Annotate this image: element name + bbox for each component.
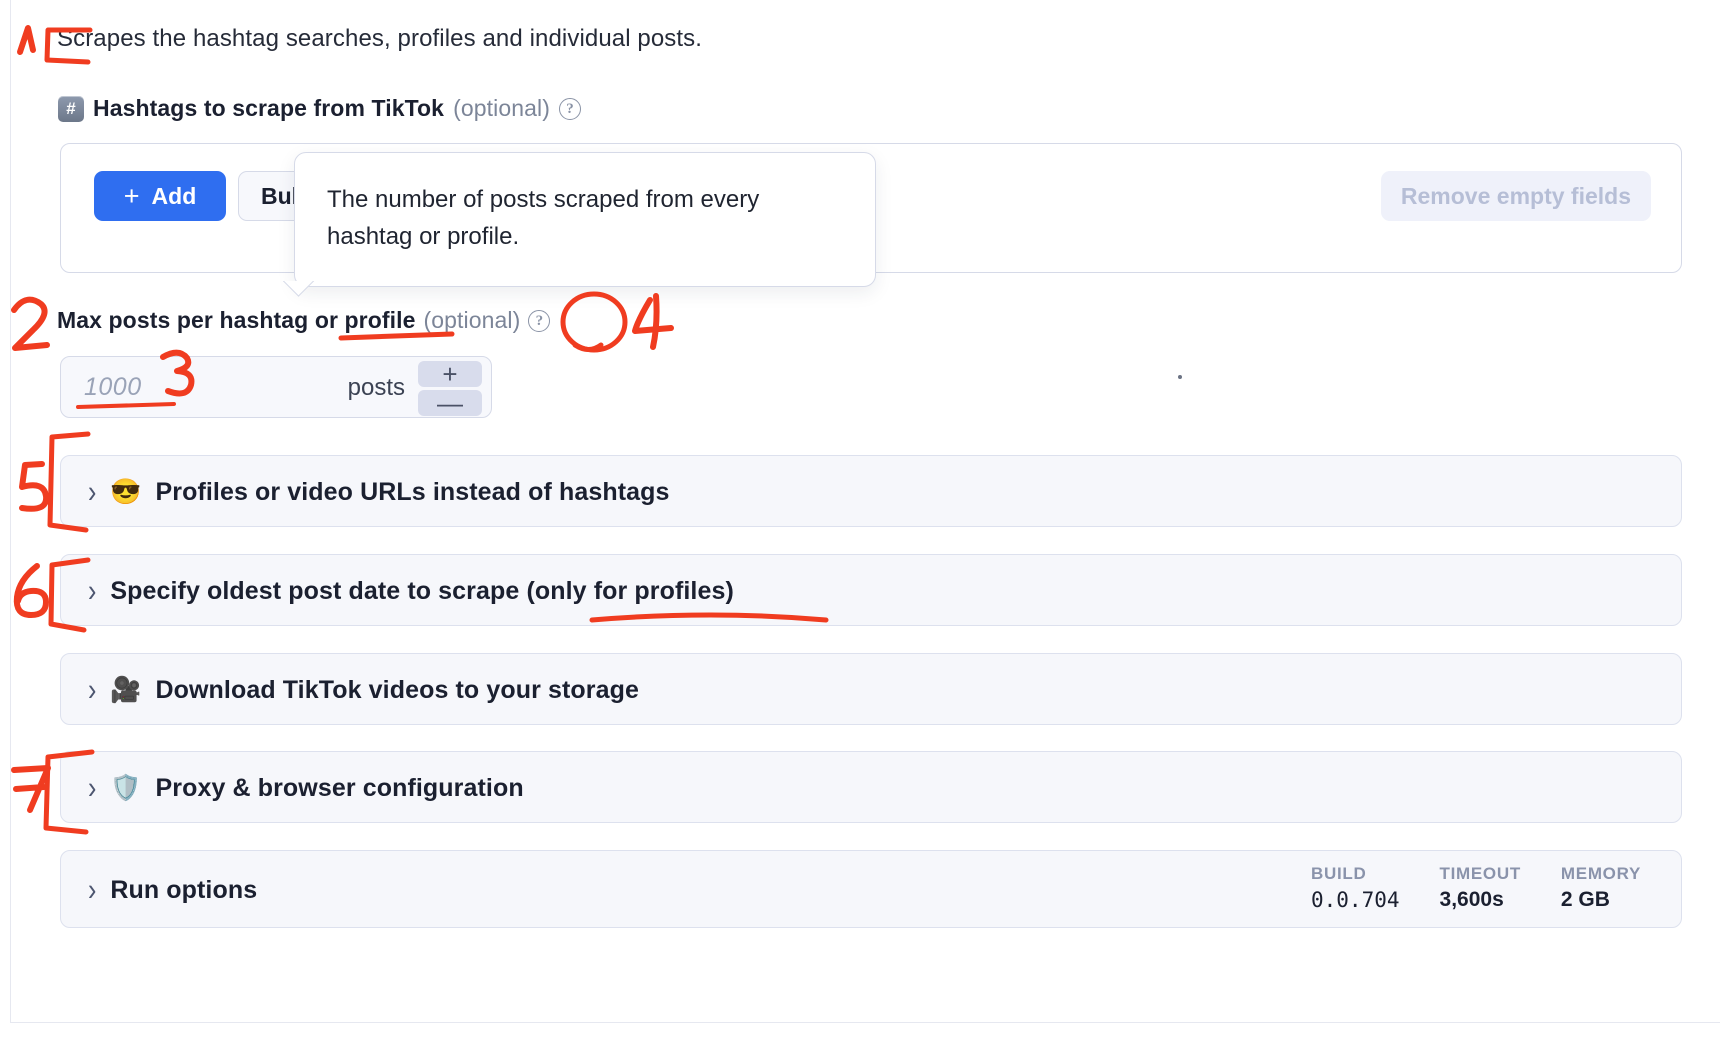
meta-memory-value: 2 GB [1560,888,1610,911]
section-run-options[interactable]: › Run options BUILD 0.0.704 TIMEOUT 3,60… [60,850,1682,928]
add-hashtag-button[interactable]: + Add [94,171,226,221]
max-posts-unit-label: posts [347,374,405,401]
smiling-face-with-sunglasses-emoji-icon: 😎 [110,477,142,506]
max-posts-number-field[interactable]: 1000 posts + — [60,356,492,418]
meta-timeout-label: TIMEOUT [1439,864,1521,883]
max-posts-label: Max posts per hashtag or profile [57,307,416,333]
meta-timeout-value: 3,600s [1439,888,1504,911]
chevron-right-icon: › [88,572,97,608]
max-posts-label-row: Max posts per hashtag or profile (option… [57,307,551,334]
remove-empty-fields-button[interactable]: Remove empty fields [1380,171,1651,221]
add-button-label: Add [151,182,197,209]
chevron-right-icon: › [88,671,97,707]
meta-build: BUILD 0.0.704 [1311,864,1400,912]
section-proxy-browser-configuration[interactable]: › 🛡️ Proxy & browser configuration [60,751,1682,823]
hashtags-field-label-row: # Hashtags to scrape from TikTok (option… [58,95,581,122]
meta-memory: MEMORY 2 GB [1561,864,1641,912]
shield-emoji-icon: 🛡️ [110,773,142,802]
section-title: Specify oldest post date to scrape (only… [110,576,734,605]
section-profiles-or-video-urls[interactable]: › 😎 Profiles or video URLs instead of ha… [60,455,1682,527]
meta-memory-label: MEMORY [1560,864,1641,883]
hashtags-help-circle-icon[interactable]: ? [558,97,581,120]
help-tooltip: The number of posts scraped from every h… [294,152,876,287]
panel-bottom-rule [10,1022,1720,1023]
hashtags-field-label: Hashtags to scrape from TikTok [93,95,445,121]
hashtags-optional-tag: (optional) [453,95,550,121]
hash-keycap-emoji-icon: # [58,95,84,122]
help-tooltip-arrow [283,281,315,297]
section-title: Proxy & browser configuration [155,773,524,802]
chevron-right-icon: › [88,769,97,805]
section-title: Run options [110,875,258,904]
stepper-decrement-button[interactable]: — [418,390,482,416]
actor-description: Scrapes the hashtag searches, profiles a… [57,25,703,52]
chevron-right-icon: › [88,871,97,907]
max-posts-optional-tag: (optional) [423,307,521,333]
max-posts-help-circle-icon[interactable]: ? [528,309,551,332]
meta-build-value: 0.0.704 [1311,888,1400,912]
section-title: Profiles or video URLs instead of hashta… [155,477,670,506]
section-download-videos[interactable]: › 🎥 Download TikTok videos to your stora… [60,653,1682,725]
stray-dot-mark [1178,375,1182,379]
section-oldest-post-date[interactable]: › Specify oldest post date to scrape (on… [60,554,1682,626]
plus-icon: + [123,180,140,211]
max-posts-stepper[interactable]: + — [418,361,482,416]
stepper-increment-button[interactable]: + [418,361,482,387]
section-title: Download TikTok videos to your storage [155,675,639,704]
run-options-meta: BUILD 0.0.704 TIMEOUT 3,600s MEMORY 2 GB [1311,864,1641,912]
chevron-right-icon: › [88,473,97,509]
help-tooltip-text: The number of posts scraped from every h… [327,186,760,250]
panel-left-rule [10,0,11,1022]
meta-timeout: TIMEOUT 3,600s [1440,864,1521,912]
max-posts-input-placeholder[interactable]: 1000 [84,373,142,401]
meta-build-label: BUILD [1311,864,1367,883]
movie-camera-emoji-icon: 🎥 [110,675,142,704]
